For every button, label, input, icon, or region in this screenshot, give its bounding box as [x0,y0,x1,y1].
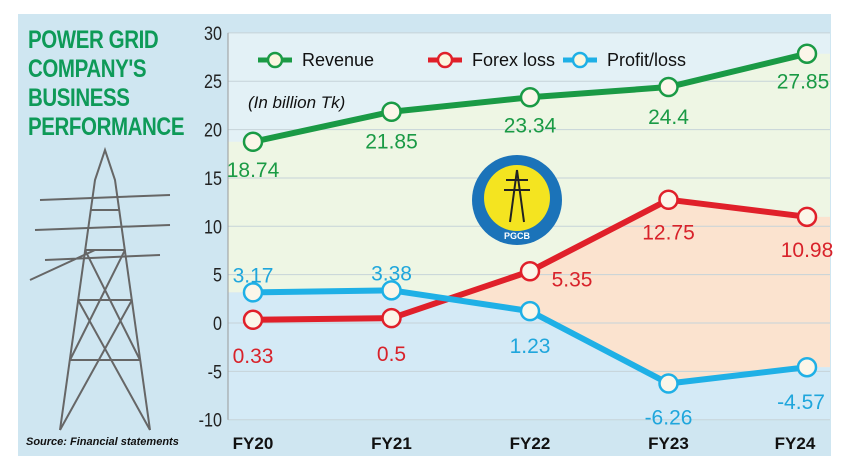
x-tick-label: FY23 [648,434,689,453]
data-label: 21.85 [365,131,418,154]
forex-area [228,199,830,384]
data-point [796,356,818,378]
data-label: 23.34 [504,114,557,137]
legend-label: Profit/loss [607,50,686,70]
x-tick-label: FY21 [371,434,412,453]
y-tick-label: 0 [213,313,222,335]
data-point [381,307,402,329]
x-tick-label: FY24 [775,434,816,453]
data-label: 18.74 [227,159,280,182]
chart-title: POWER GRID COMPANY'S BUSINESS PERFORMANC… [28,26,185,141]
y-tick-label: 25 [204,71,222,93]
data-point [658,189,679,210]
legend-label: Revenue [302,50,374,70]
data-label: -4.57 [777,391,825,414]
x-tick-label: FY20 [233,434,274,453]
data-point [796,43,818,64]
data-point [381,280,402,301]
data-label: 24.4 [648,106,689,129]
x-tick-label: FY22 [510,434,551,453]
y-tick-label: -10 [199,409,223,431]
data-label: 12.75 [642,222,695,245]
data-label: 5.35 [552,268,593,291]
data-label: 0.33 [233,345,274,368]
y-tick-label: 5 [213,264,222,286]
legend-marker [436,51,454,69]
data-label: 1.23 [510,335,551,358]
data-point [381,101,402,122]
data-point [658,373,679,394]
y-tick-label: 30 [204,23,222,45]
data-label: 3.17 [233,264,274,287]
y-tick-label: -5 [208,361,223,383]
y-tick-label: 20 [204,119,222,141]
logo-tower [504,169,530,223]
legend-marker [571,51,589,69]
data-point [519,300,541,322]
logo-inner [484,165,550,231]
data-point [519,87,541,108]
source-note: Source: Financial statements [26,436,179,448]
data-label: -6.26 [645,407,693,430]
data-label: 3.38 [371,262,412,285]
data-label: 27.85 [777,71,830,94]
data-point [658,76,679,98]
data-point [242,282,264,303]
data-label: 10.98 [781,239,834,262]
legend-label: Forex loss [472,50,555,70]
y-tick-label: 15 [204,168,222,190]
legend-marker [266,51,284,69]
data-point [796,206,818,228]
logo-text: PGCB [504,231,531,241]
data-point [242,309,264,331]
unit-note: (In billion Tk) [248,93,345,112]
data-label: 0.5 [377,343,406,366]
y-tick-label: 10 [204,216,222,238]
data-point [519,261,541,282]
data-point [242,131,264,153]
